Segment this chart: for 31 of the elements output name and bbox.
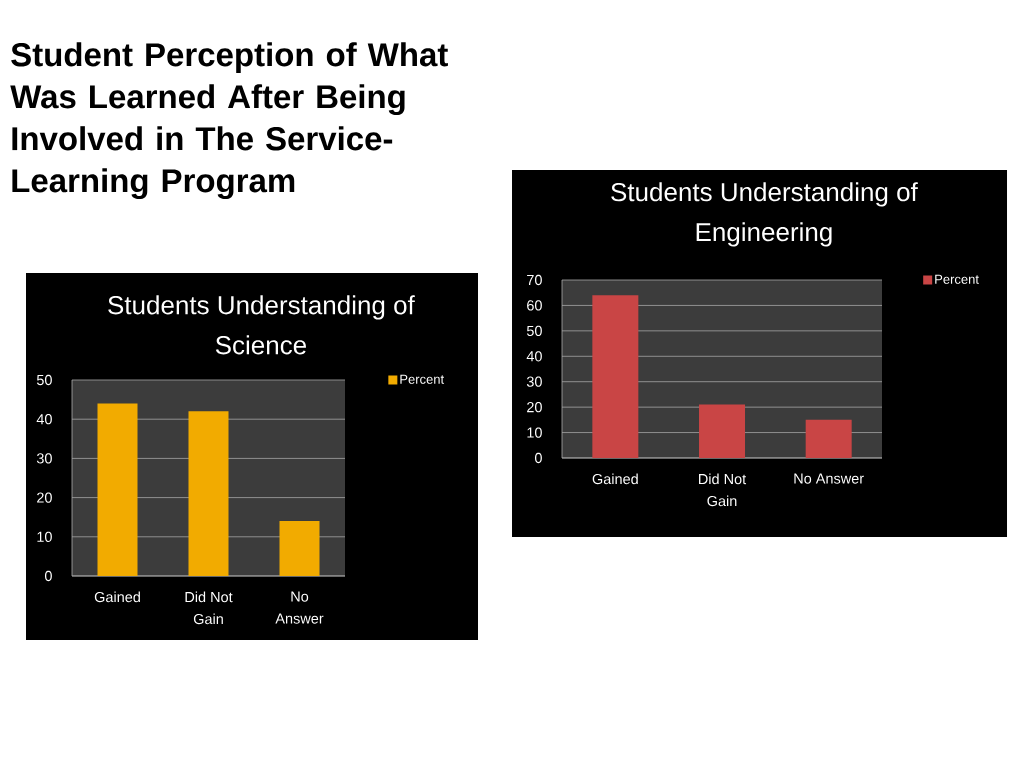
y-tick-label: 20 <box>37 492 52 503</box>
bar <box>699 404 746 458</box>
bar <box>97 403 138 576</box>
y-tick-label: 30 <box>36 453 52 464</box>
y-tick-label: 30 <box>526 376 542 387</box>
bar <box>279 521 320 576</box>
bar <box>805 419 852 458</box>
bar <box>188 411 229 576</box>
y-tick-label: 70 <box>527 274 542 286</box>
legend-label: Percent <box>400 374 445 384</box>
y-tick-label: 0 <box>534 452 542 464</box>
bar <box>592 295 639 458</box>
y-tick-label: 10 <box>37 531 52 542</box>
y-tick-label: 0 <box>44 570 52 582</box>
x-tick-label: Gained <box>94 591 140 603</box>
legend-label: Percent <box>935 274 979 284</box>
chart-title: Students Understanding of Science <box>108 295 415 355</box>
y-tick-label: 50 <box>36 374 52 386</box>
x-tick-label: Did Not Gain <box>185 591 233 625</box>
x-tick-label: Did Not Gain <box>699 473 747 507</box>
text: Student Perception of What Was Learned After Being Involved in The Service-Learning Program <box>10 42 448 200</box>
chart-title: Students Understanding of Engineering <box>611 182 918 247</box>
y-tick-label: 60 <box>527 300 542 311</box>
x-tick-label: Gained <box>592 473 638 485</box>
y-tick-label: 40 <box>36 414 52 425</box>
y-tick-label: 50 <box>526 325 542 336</box>
y-tick-label: 20 <box>527 402 542 413</box>
x-tick-label: No Answer <box>794 473 864 484</box>
y-tick-label: 40 <box>526 351 542 362</box>
x-tick-label: No Answer <box>275 591 324 624</box>
y-tick-label: 10 <box>527 427 542 438</box>
